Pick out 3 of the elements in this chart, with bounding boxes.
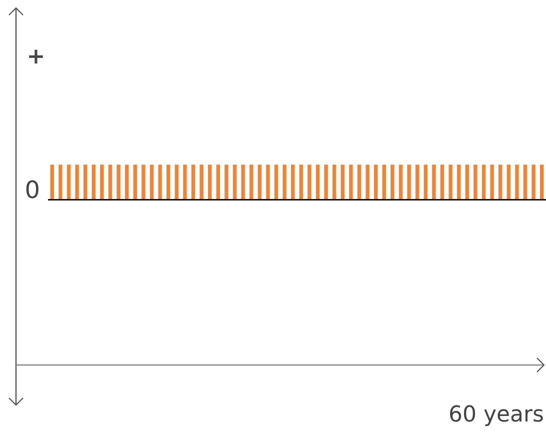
text: +: [26, 44, 46, 70]
text: 60 years: [448, 402, 544, 428]
text: 0: [24, 176, 40, 204]
